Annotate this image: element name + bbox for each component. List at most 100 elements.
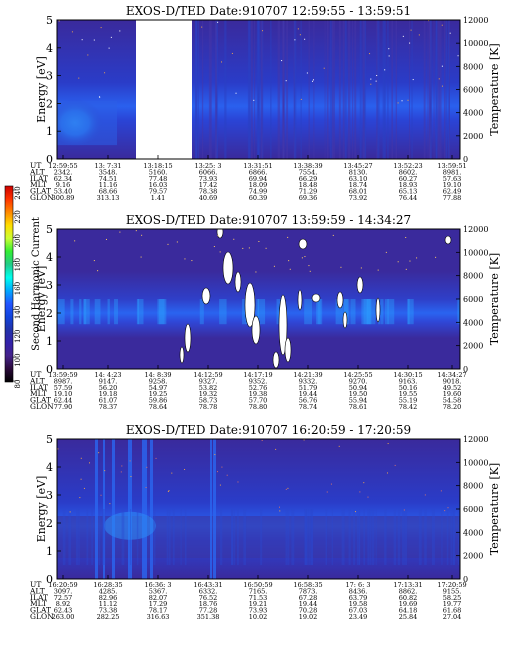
orbit-cell: 78.78 (199, 403, 218, 411)
orbit-cell: 56.20 (99, 384, 118, 392)
noise-dot (386, 472, 388, 474)
noise-dot (93, 39, 95, 41)
intensity-streak (363, 299, 372, 325)
orbit-cell: 19.69 (399, 600, 418, 608)
orbit-cell: 54.97 (149, 384, 168, 392)
noise-streak (449, 20, 450, 159)
y-tick-label: 1 (46, 335, 53, 348)
noise-dot (119, 231, 121, 233)
orbit-cell: 59.86 (149, 397, 168, 405)
orbit-cell: 19.50 (349, 390, 368, 398)
noise-dot (242, 247, 244, 249)
noise-dot (171, 472, 173, 474)
noise-streak (393, 509, 397, 565)
colorbar-tick-label: 80 (14, 380, 22, 389)
noise-dot (140, 256, 142, 258)
orbit-row-label: GLON (30, 193, 54, 202)
intensity-streak (83, 299, 87, 325)
noise-dot (405, 268, 407, 270)
data-gap (136, 20, 192, 159)
noise-streak (443, 20, 446, 159)
noise-dot (80, 478, 82, 480)
intensity-burst (112, 439, 115, 579)
intensity-region (104, 511, 156, 540)
orbit-row-label: MLT (30, 389, 47, 398)
orbit-cell: 351.38 (197, 613, 220, 621)
y2-tick-label: 0 (463, 365, 468, 374)
noise-streak (363, 20, 367, 159)
intensity-streak (366, 299, 371, 325)
orbit-cell: 74.51 (99, 175, 118, 183)
spectrogram-background (57, 229, 460, 369)
y-tick-label: 3 (46, 70, 53, 83)
noise-streak (446, 509, 449, 565)
orbit-cell: 8862. (399, 587, 418, 595)
noise-dot (384, 69, 386, 71)
noise-streak (294, 20, 297, 159)
noise-dot (214, 454, 216, 456)
noise-dot (97, 270, 99, 272)
noise-streak (313, 20, 315, 159)
noise-dot (397, 102, 399, 104)
noise-streak (348, 509, 351, 565)
noise-dot (387, 443, 389, 445)
noise-streak (457, 509, 459, 565)
spectrogram-panel-2: EXOS-D/TED Date:910707 13:59:59 - 14:34:… (29, 213, 501, 411)
noise-dot (191, 260, 193, 262)
noise-dot (287, 236, 289, 238)
orbit-cell: 18.74 (349, 181, 368, 189)
noise-streak (363, 509, 365, 565)
intensity-streak (407, 299, 414, 325)
noise-streak (270, 20, 272, 159)
noise-dot (184, 258, 186, 260)
noise-streak (208, 20, 211, 159)
orbit-cell: 9327. (199, 377, 218, 385)
noise-streak (287, 509, 290, 565)
orbit-cell: 19.25 (149, 390, 168, 398)
noise-dot (221, 61, 223, 63)
orbit-cell: 60.82 (399, 594, 418, 602)
intensity-streak (219, 299, 227, 325)
intensity-streak (343, 299, 348, 325)
noise-streak (397, 509, 401, 565)
noise-streak (311, 509, 313, 565)
orbit-cell: 78.61 (349, 403, 368, 411)
orbit-row-label: UT (30, 370, 41, 379)
noise-dot (79, 497, 81, 499)
noise-streak (445, 20, 448, 159)
noise-streak (168, 509, 171, 565)
orbit-cell: 16:36: 3 (144, 581, 171, 589)
orbit-cell: 18.09 (249, 181, 268, 189)
saturation-blob (342, 311, 348, 329)
y-tick-label: 5 (46, 14, 53, 27)
y-tick-label: 5 (46, 223, 53, 236)
orbit-cell: 17.42 (199, 181, 218, 189)
noise-dot (110, 36, 112, 38)
y-tick-label: 0 (46, 363, 53, 376)
orbit-cell: 313.13 (97, 194, 120, 202)
noise-dot (394, 464, 396, 466)
colorbar-tick-label: 180 (14, 258, 22, 271)
orbit-row-label: ALT (29, 586, 45, 595)
orbit-cell: 70.28 (299, 607, 318, 615)
orbit-cell: 9258. (149, 377, 168, 385)
orbit-cell: 6332. (199, 587, 218, 595)
noise-streak (234, 509, 236, 565)
intensity-streak (57, 299, 65, 325)
orbit-cell: 1.41 (151, 194, 165, 202)
noise-dot (312, 79, 314, 81)
y-axis-label: Energy [eV] (35, 56, 48, 123)
orbit-row-label: ALT (29, 376, 45, 385)
y2-tick-label: 10000 (463, 458, 488, 467)
orbit-cell: 77.48 (149, 175, 168, 183)
panel-title: EXOS-D/TED Date:910707 13:59:59 - 14:34:… (126, 213, 411, 227)
spectrogram-image (57, 229, 460, 369)
orbit-cell: 19.55 (399, 390, 418, 398)
noise-streak (68, 509, 72, 565)
noise-streak (308, 509, 312, 565)
noise-streak (376, 20, 378, 159)
intensity-streak (257, 299, 266, 325)
noise-streak (254, 20, 256, 159)
orbit-cell: 55.19 (399, 397, 418, 405)
intensity-burst (150, 439, 153, 579)
